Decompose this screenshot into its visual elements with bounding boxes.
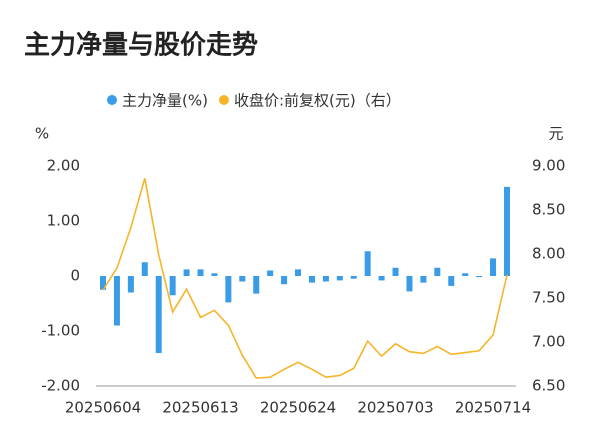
bar: [308, 276, 315, 283]
bar: [100, 276, 106, 290]
y2-tick-label: 6.50: [532, 377, 565, 395]
bar: [420, 276, 427, 283]
bar: [155, 276, 162, 353]
x-tick-label: 20250624: [260, 399, 336, 417]
bar: [350, 276, 357, 279]
bar: [113, 276, 120, 326]
bar: [392, 267, 399, 276]
y2-tick-label: 9.00: [532, 157, 565, 175]
bar: [267, 270, 274, 276]
y-tick-label: -2.00: [41, 377, 80, 395]
bar: [476, 276, 483, 278]
bar: [295, 269, 302, 276]
y2-tick-label: 7.50: [532, 289, 565, 307]
y2-unit: 元: [548, 125, 563, 143]
bar: [141, 262, 148, 276]
bar: [378, 276, 385, 281]
y-tick-label: -1.00: [41, 322, 80, 340]
x-tick-label: 20250703: [357, 399, 433, 417]
bar: [448, 276, 455, 286]
chart-title: 主力净量与股价走势: [24, 31, 258, 61]
bar: [225, 276, 232, 303]
bar: [197, 269, 204, 276]
legend-label: 主力净量(%): [122, 92, 208, 110]
y-tick-label: 0: [70, 267, 80, 285]
bar: [462, 273, 469, 276]
bar: [336, 276, 343, 281]
legend-label: 收盘价:前复权(元)（右）: [234, 92, 401, 110]
legend-marker: [218, 95, 229, 105]
x-tick-label: 20250714: [455, 399, 531, 417]
bar: [503, 186, 510, 276]
y2-tick-label: 8.50: [532, 201, 565, 219]
bar: [406, 276, 413, 292]
y2-tick-label: 7.00: [532, 333, 565, 351]
bar: [281, 276, 288, 285]
bar: [183, 269, 190, 276]
bar: [127, 276, 134, 293]
bar: [434, 267, 441, 276]
y-unit: %: [35, 125, 49, 143]
bar: [239, 276, 246, 282]
bar: [322, 276, 329, 282]
y-tick-label: 1.00: [47, 212, 80, 230]
y-tick-label: 2.00: [47, 157, 80, 175]
bar: [211, 273, 218, 276]
x-tick-label: 20250604: [65, 399, 141, 417]
price-line: [102, 178, 508, 379]
y2-tick-label: 8.00: [532, 245, 565, 263]
legend-marker: [107, 95, 117, 105]
x-tick-label: 20250613: [162, 399, 238, 417]
bar: [364, 251, 371, 276]
bar: [169, 276, 176, 296]
bar: [253, 276, 260, 294]
bar: [490, 258, 497, 276]
